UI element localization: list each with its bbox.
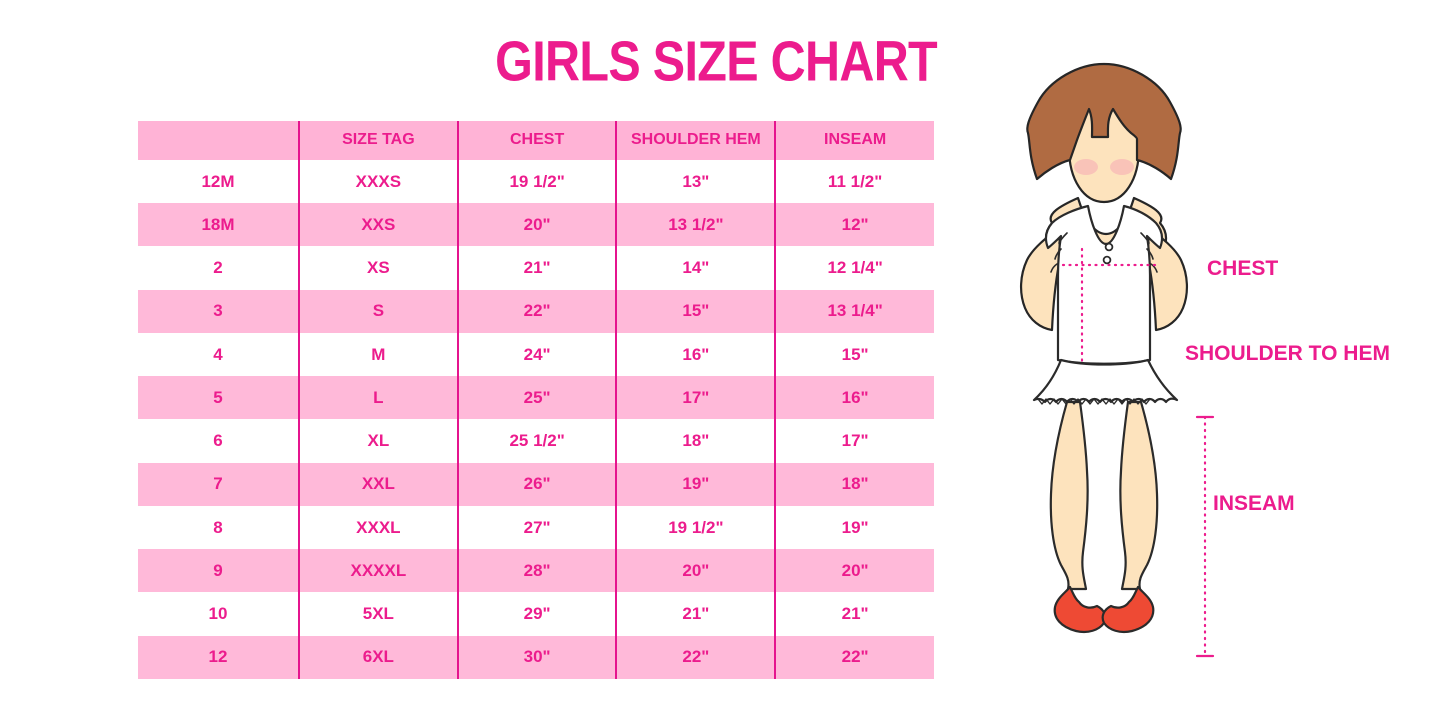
svg-text:SHOULDER TO HEM: SHOULDER TO HEM <box>1185 342 1390 365</box>
svg-text:INSEAM: INSEAM <box>1213 492 1295 515</box>
svg-text:CHEST: CHEST <box>1207 257 1278 280</box>
